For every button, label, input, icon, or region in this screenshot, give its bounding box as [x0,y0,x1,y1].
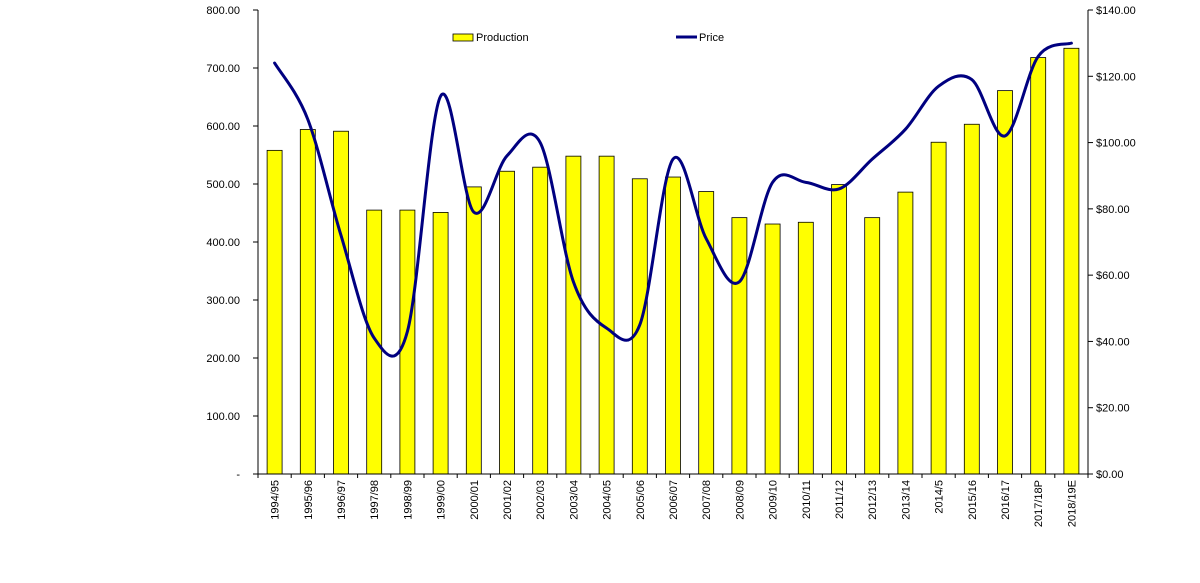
production-bar-2001/02 [499,170,515,475]
production-bar-2000/01 [465,186,482,475]
legend: Production Price [452,32,724,44]
right-tick-label: $0.00 [1096,469,1124,481]
production-bar-1994/95 [266,149,283,475]
production-bar-2011/12 [831,184,847,475]
production-bar-2018/19E [1063,47,1080,475]
x-tick-label: 2016/17 [1000,480,1012,520]
production-bar-2002/03 [532,166,549,475]
right-tick-label: $40.00 [1096,336,1130,348]
left-tick-label: 400.00 [206,237,240,249]
x-tick-label: 1997/98 [369,480,381,520]
production-bar-1998/99 [399,209,416,475]
right-tick-label: $120.00 [1096,71,1136,83]
production-bar-1997/98 [366,209,383,475]
x-tick-label: 1994/95 [270,480,282,520]
x-tick-label: 2003/04 [568,480,580,520]
right-tick-label: $140.00 [1096,5,1136,17]
x-tick-label: 2012/13 [867,480,879,520]
left-tick-label: 500.00 [206,179,240,191]
left-tick-label: 700.00 [206,63,240,75]
x-tick-label: 2013/14 [900,480,912,520]
production-bar-2016/17 [997,90,1013,475]
price-line-layer [273,41,1073,358]
production-bar-2004/05 [598,155,615,475]
production-bar-2012/13 [864,217,881,475]
x-tick-label: 1996/97 [336,480,348,520]
x-tick-label: 2009/10 [768,480,780,520]
legend-production-swatch [452,33,474,42]
production-bar-2006/07 [665,176,681,475]
x-tick-label: 2002/03 [535,480,547,520]
x-tick-label: 1999/00 [436,480,448,520]
left-tick-label: - [236,469,240,481]
left-tick-label: 300.00 [206,295,240,307]
production-bar-2017/18P [1030,57,1047,475]
right-tick-label: $100.00 [1096,138,1136,150]
right-tick-label: $20.00 [1096,403,1130,415]
legend-production-label: Production [476,32,529,44]
production-bars [266,47,1080,475]
production-bar-1999/00 [432,212,449,475]
production-bar-2008/09 [731,217,748,475]
right-tick-label: $80.00 [1096,204,1130,216]
production-bar-2009/10 [764,223,781,475]
production-bar-1996/97 [333,130,349,475]
x-tick-label: 2018/19E [1066,480,1078,527]
price-line [273,41,1073,358]
production-bar-2013/14 [897,191,914,475]
production-bar-2007/08 [698,191,715,475]
production-bar-2015/16 [963,123,980,475]
production-bar-2003/04 [565,155,582,475]
production-bar-1995/96 [299,129,316,475]
x-tick-label: 1998/99 [402,480,414,520]
x-tick-label: 2005/06 [635,480,647,520]
x-tick-label: 1995/96 [303,480,315,520]
left-tick-label: 800.00 [206,5,240,17]
right-tick-label: $60.00 [1096,270,1130,282]
x-tick-label: 2010/11 [801,480,813,519]
x-tick-label: 2008/09 [734,480,746,520]
x-tick-label: 2011/12 [834,480,846,519]
x-tick-label: 2014/5 [934,480,946,514]
x-tick-label: 2001/02 [502,480,514,520]
left-tick-label: 600.00 [206,121,240,133]
left-tick-label: 200.00 [206,353,240,365]
x-tick-label: 2015/16 [967,480,979,520]
x-tick-label: 2000/01 [469,480,481,520]
x-tick-label: 2004/05 [602,480,614,520]
x-tick-label: 2007/08 [701,480,713,520]
legend-price-label: Price [699,32,724,44]
x-tick-label: 2006/07 [668,480,680,520]
production-bar-2014/5 [930,141,947,475]
x-tick-label: 2017/18P [1033,480,1045,527]
axes: - 100.00 200.00 300.00 400.00 500.00 600.00 700… [206,5,1135,527]
left-tick-label: 100.00 [206,411,240,423]
production-bar-2010/11 [797,221,814,475]
